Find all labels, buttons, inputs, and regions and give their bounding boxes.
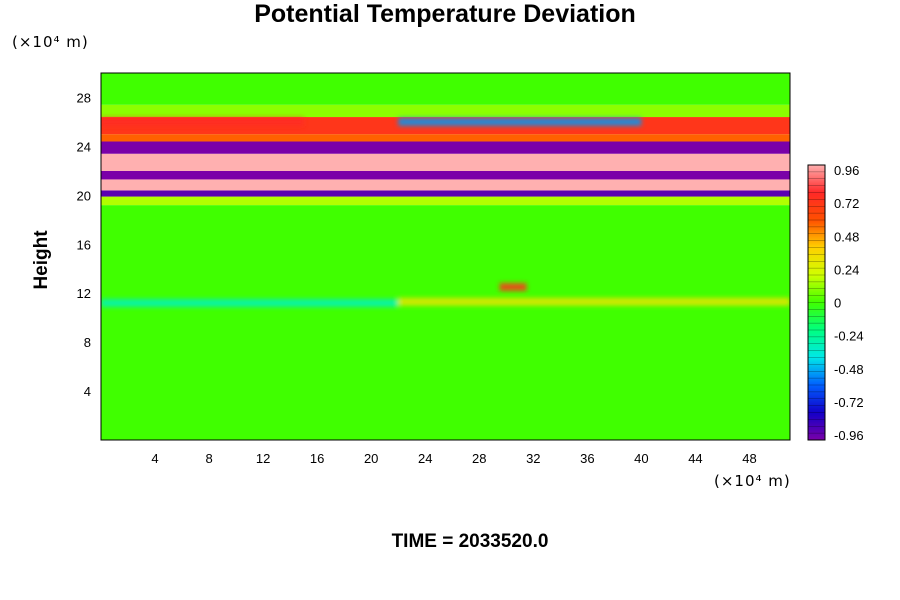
heatmap-band-10 [101,73,790,105]
x-tick-label-28: 28 [472,451,486,466]
plot-area [101,73,790,440]
heatmap-features [101,117,790,307]
colorbar-label-4: 0 [834,296,841,311]
x-tick-label-40: 40 [634,451,648,466]
time-label: TIME = 2033520.0 [391,531,549,552]
x-tick-label-8: 8 [205,451,212,466]
x-tick-label-36: 36 [580,451,594,466]
heatmap-feature-1 [398,297,790,306]
heatmap-band-1 [101,196,790,206]
x-tick-label-4: 4 [151,451,158,466]
x-tick-label-20: 20 [364,451,378,466]
y-tick-label-24: 24 [77,139,91,154]
y-tick-label-20: 20 [77,188,91,203]
x-tick-label-48: 48 [742,451,756,466]
y-tick-label-16: 16 [77,237,91,252]
heatmap-band-6 [101,141,790,154]
x-tick-label-16: 16 [310,451,324,466]
heatmap-band-9 [101,104,790,118]
heatmap-band-7 [101,134,790,142]
colorbar-label-0: 0.96 [834,163,859,178]
heatmap-feature-3 [101,117,304,126]
colorbar-label-2: 0.48 [834,229,859,244]
chart-title: Potential Temperature Deviation [254,0,636,28]
heatmap-band-2 [101,190,790,197]
heatmap-band-0 [101,205,790,440]
heatmap-feature-2 [499,283,527,292]
heatmap-feature-0 [101,298,399,307]
heatmap-band-5 [101,153,790,171]
colorbar-label-1: 0.72 [834,196,859,211]
colorbar: 0.96 0.72 0.48 0.24 0 -0.24 -0.48 -0.72 -0.96 [807,163,864,443]
colorbar-label-7: -0.72 [834,395,864,410]
x-tick-label-44: 44 [688,451,702,466]
colorbar-label-8: -0.96 [834,428,864,443]
y-tick-label-8: 8 [84,335,91,350]
colorbar-label-3: 0.24 [834,262,859,277]
x-tick-label-12: 12 [256,451,270,466]
y-tick-label-4: 4 [84,384,91,399]
y-axis-unit: (×10⁴ m) [12,33,89,51]
heatmap-feature-4 [398,117,642,126]
colorbar-label-5: -0.24 [834,329,864,344]
y-tick-label-12: 12 [77,286,91,301]
heatmap-band-3 [101,179,790,191]
x-tick-label-24: 24 [418,451,432,466]
y-tick-label-28: 28 [77,90,91,105]
plot-frame [100,72,791,441]
x-axis-unit: (×10⁴ m) [714,472,791,490]
heatmap-band-4 [101,170,790,180]
x-tick-label-32: 32 [526,451,540,466]
colorbar-label-6: -0.48 [834,362,864,377]
